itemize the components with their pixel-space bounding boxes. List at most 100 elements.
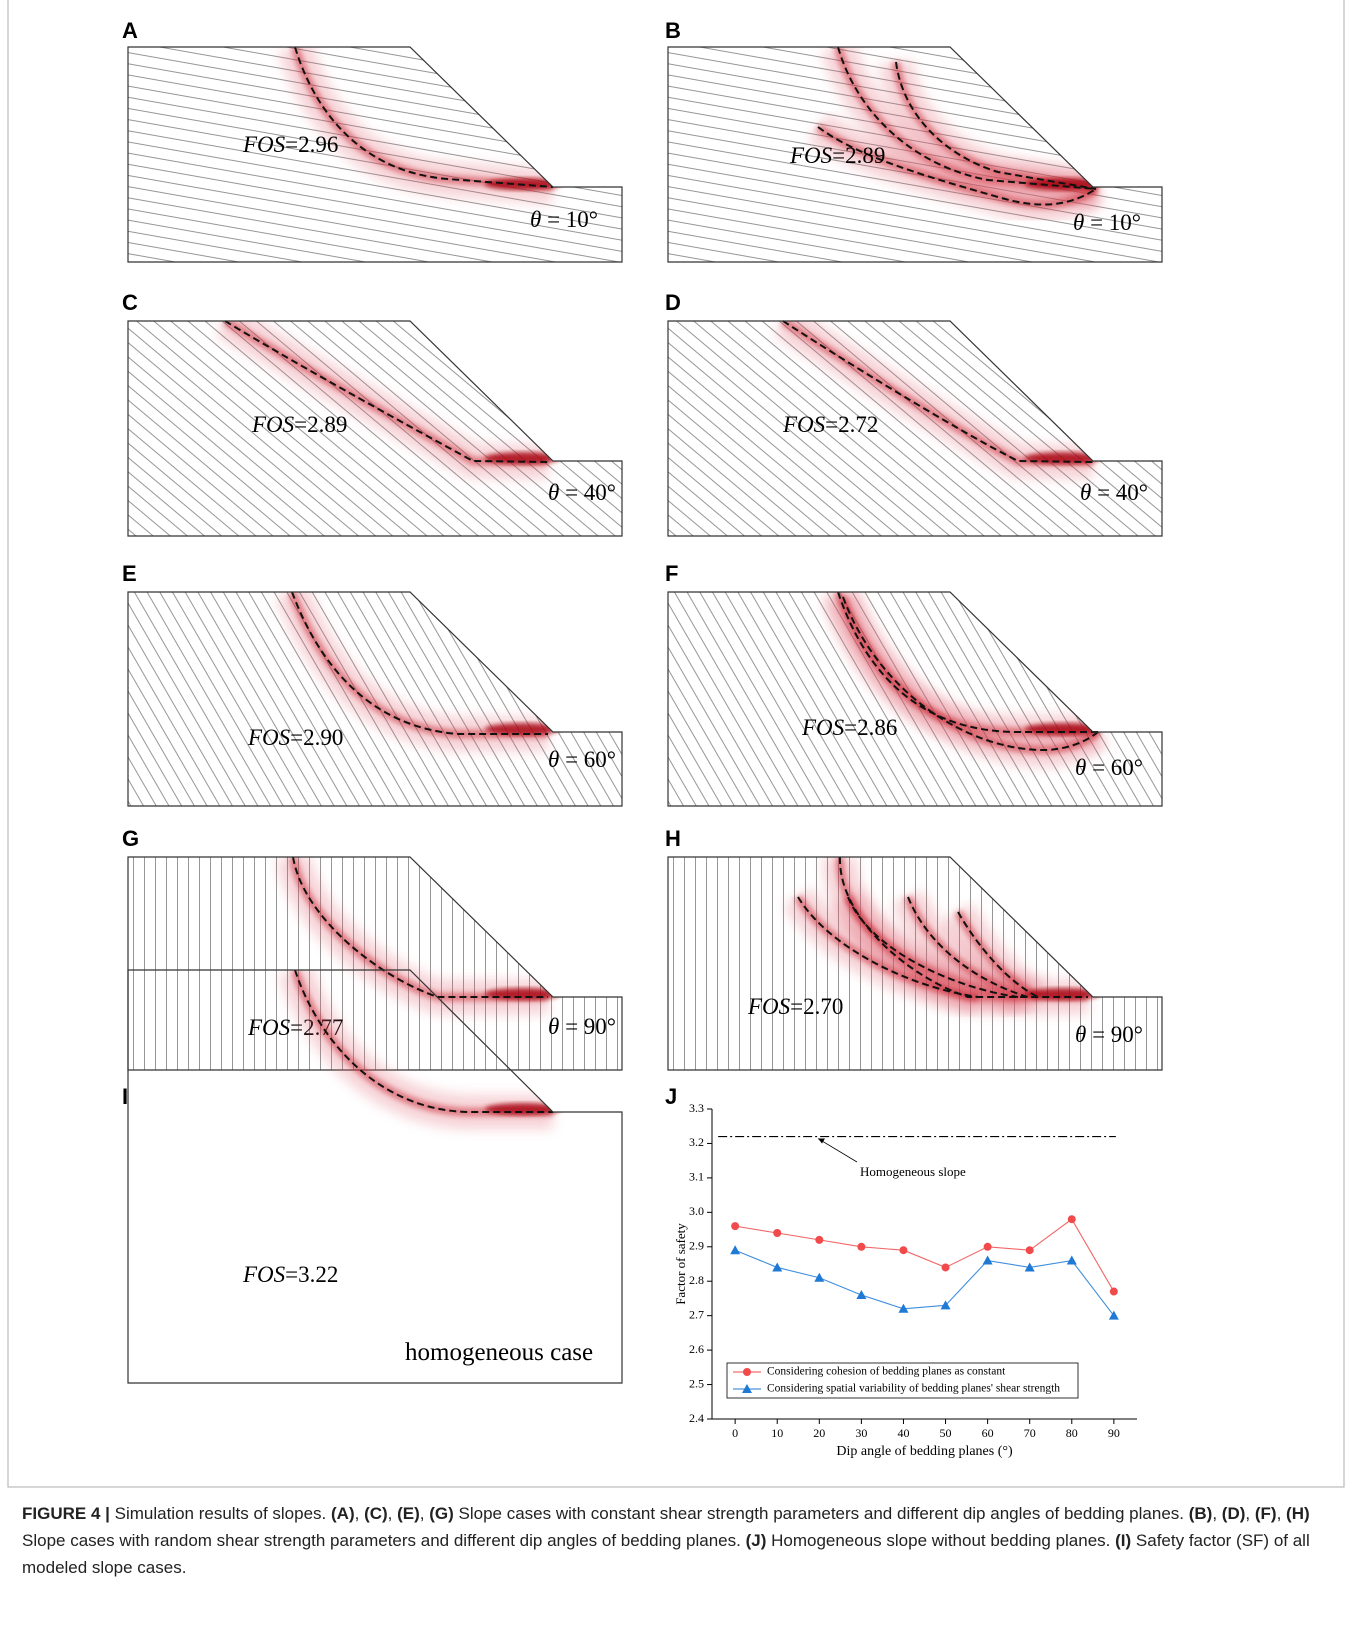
legend-marker [743, 1368, 751, 1376]
fos-value: =2.70 [790, 994, 843, 1019]
slip-surface [224, 320, 549, 463]
data-point [730, 1245, 741, 1255]
series-line [735, 1218, 1115, 1292]
fos-name: FOS [782, 412, 826, 437]
series-line [734, 1249, 1115, 1317]
panel-letter: A [122, 18, 138, 43]
fos-name: FOS [747, 994, 791, 1019]
slope-panel [127, 46, 623, 263]
caption: FIGURE 4 | Simulation results of slopes.… [22, 1500, 1327, 1581]
fos-name: FOS [247, 1015, 291, 1040]
slope-panel [667, 856, 1163, 1071]
theta-value: = 10° [541, 207, 598, 232]
x-axis-label: Dip angle of bedding planes (°) [836, 1444, 1013, 1459]
data-point [983, 1242, 992, 1251]
x-tick-label: 70 [1024, 1426, 1036, 1440]
dip-angle-label: θ = 40° [548, 480, 616, 505]
panel-letter: E [122, 561, 137, 586]
figure-frame [7, 0, 1345, 1488]
slip-surface [292, 856, 548, 998]
y-tick-label: 3.1 [689, 1170, 704, 1184]
theta-value: = 10° [1084, 210, 1141, 235]
caption-text: , [1212, 1504, 1222, 1523]
slip-surface [907, 896, 1029, 998]
bedding-hatch [128, 321, 622, 536]
annotation-arrowhead [818, 1138, 825, 1144]
slip-surface [837, 591, 1098, 733]
panel-letter: F [665, 561, 678, 586]
theta-symbol: θ [1080, 480, 1091, 505]
caption-ref: (I) [1115, 1531, 1132, 1550]
data-point [856, 1290, 867, 1299]
data-point [1109, 1287, 1118, 1296]
slip-surface [957, 911, 1039, 998]
theta-symbol: θ [530, 207, 541, 232]
caption-ref: (F) [1254, 1504, 1277, 1523]
theta-value: = 90° [559, 1014, 616, 1039]
panel-letter: B [665, 18, 681, 43]
dip-angle-label: θ = 60° [1075, 755, 1143, 780]
fos-name: FOS [242, 132, 286, 157]
slope-outline [127, 591, 623, 807]
caption-ref: (B) [1188, 1504, 1213, 1523]
fos-label: FOS=2.86 [801, 715, 897, 740]
theta-value: = 60° [1086, 755, 1143, 780]
theta-symbol: θ [548, 480, 559, 505]
slip-surface [797, 896, 979, 998]
caption-text: Simulation results of slopes. [109, 1504, 331, 1523]
caption-text: Homogeneous slope without bedding planes… [766, 1531, 1116, 1550]
caption-text: Safety factor (SF) of all modeled slope … [22, 1531, 1315, 1577]
theta-value: = 60° [559, 747, 616, 772]
fos-label: FOS=2.72 [782, 412, 878, 437]
slope-panel [667, 46, 1163, 263]
caption-ref: (H) [1286, 1504, 1310, 1523]
y-tick-label: 2.5 [689, 1376, 704, 1390]
dip-angle-label: θ = 60° [548, 747, 616, 772]
theta-symbol: θ [1075, 755, 1086, 780]
dip-angle-label: θ = 40° [1080, 480, 1148, 505]
slip-surface [291, 591, 548, 735]
y-axis-label: Factor of safety [673, 1223, 688, 1305]
y-tick-label: 2.8 [689, 1273, 704, 1287]
data-point [772, 1262, 783, 1272]
reference-label: Homogeneous slope [860, 1164, 966, 1179]
theta-symbol: θ [1073, 210, 1084, 235]
x-tick-label: 10 [771, 1426, 783, 1440]
fos-name: FOS [251, 412, 295, 437]
theta-value: = 40° [559, 480, 616, 505]
theta-symbol: θ [1075, 1022, 1086, 1047]
caption-ref: (C) [364, 1504, 388, 1523]
shear-band-core [891, 61, 1097, 194]
fos-name: FOS [801, 715, 845, 740]
caption-text: Slope cases with constant shear strength… [453, 1504, 1189, 1523]
data-point [941, 1263, 950, 1272]
data-point [857, 1242, 866, 1251]
slope-outline [127, 46, 623, 263]
panel-letter: G [122, 826, 139, 851]
x-tick-label: 30 [855, 1426, 867, 1440]
caption-ref: FIGURE 4 | [22, 1504, 110, 1523]
data-point [814, 1272, 825, 1282]
panel-letter: J [665, 1084, 677, 1109]
slope-panel [127, 969, 623, 1384]
slip-surface [782, 320, 1094, 463]
data-point [1067, 1215, 1076, 1224]
y-tick-label: 2.7 [689, 1307, 704, 1321]
dip-angle-label: θ = 90° [1075, 1022, 1143, 1047]
fos-name: FOS [247, 725, 291, 750]
fos-value: =3.22 [285, 1262, 338, 1287]
caption-text: Slope cases with random shear strength p… [22, 1504, 1315, 1550]
fos-value: =2.89 [832, 143, 885, 168]
data-point [773, 1229, 782, 1237]
fos-value: =2.89 [294, 412, 347, 437]
legend-label: Considering spatial variability of beddi… [767, 1383, 1060, 1395]
theta-value: = 40° [1091, 480, 1148, 505]
y-tick-label: 2.6 [689, 1342, 704, 1356]
fos-value: =2.90 [290, 725, 343, 750]
slip-surface [842, 596, 1099, 752]
fos-value: =2.86 [844, 715, 897, 740]
panel-letter: H [665, 826, 681, 851]
legend-box [726, 1362, 1079, 1399]
